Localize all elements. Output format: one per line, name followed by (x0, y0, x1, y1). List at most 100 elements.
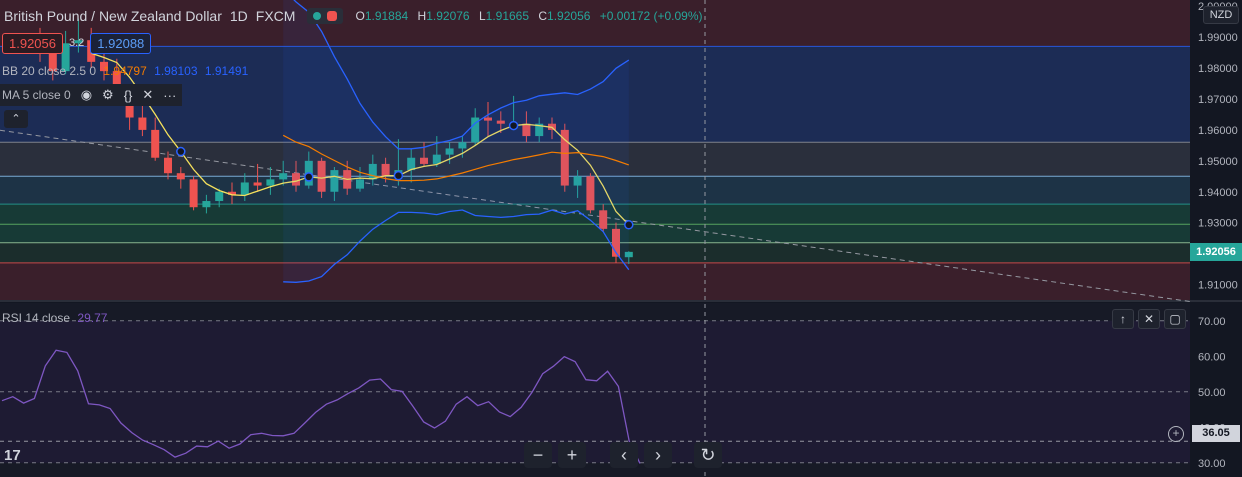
trade-buttons: 1.92056 3.2 1.92088 (0, 32, 152, 54)
change-value: +0.00172 (+0.09%) (599, 9, 703, 23)
candle-body (48, 49, 57, 72)
rsi-legend[interactable]: RSI 14 close 29.77 (2, 311, 107, 325)
candle-body (151, 129, 160, 158)
candle-body (61, 43, 70, 72)
candle-body (535, 123, 544, 137)
rsi-pane-controls: ↑ ✕ ▢ (1112, 309, 1186, 329)
spread-value: 3.2 (69, 37, 85, 49)
ma-marker (393, 170, 404, 181)
rsi-tick-label: 60.00 (1198, 351, 1226, 363)
tradingview-logo[interactable]: 17 (4, 447, 21, 464)
bb-label: BB 20 close 2.5 0 (2, 64, 97, 78)
bb-basis-line (282, 134, 629, 182)
candle-body (176, 173, 185, 180)
candle-body (573, 176, 582, 186)
candle-body (74, 40, 83, 44)
price-tick-label: 1.98000 (1198, 63, 1238, 75)
rsi-label: RSI 14 close (2, 311, 71, 325)
rsi-tick-label: 70.00 (1198, 316, 1226, 328)
candle-body (125, 95, 134, 118)
candle-body (368, 163, 377, 180)
candle-body (522, 123, 531, 137)
candle-body (189, 179, 198, 208)
chart-header: British Pound / New Zealand Dollar 1D FX… (0, 6, 703, 26)
reset-controls: ↻ (694, 442, 722, 470)
price-tick-label: 1.93000 (1198, 218, 1238, 230)
zone-green (0, 204, 1190, 243)
candle-body (612, 228, 620, 257)
candle-body (100, 61, 108, 72)
candle-body (624, 251, 633, 258)
candle-body (330, 170, 339, 192)
candle-body (228, 191, 236, 195)
ohlc-readout: O1.91884 H1.92076 L1.91665 C1.92056 +0.0… (355, 9, 703, 23)
candle-body (432, 154, 441, 164)
price-tick-label: 1.94000 (1198, 187, 1238, 199)
candle-body (420, 157, 428, 164)
braces-icon[interactable]: {} (123, 87, 133, 103)
candle-body (292, 173, 300, 186)
sell-button[interactable]: 1.92056 (2, 32, 63, 54)
interval-label[interactable]: 1D (229, 8, 248, 24)
bb-basis-value: 1.94797 (103, 64, 147, 78)
close-value: 1.92056 (547, 9, 591, 23)
currency-select[interactable]: NZD (1203, 6, 1239, 24)
price-tick-label: 1.95000 (1198, 156, 1238, 168)
candle-body (215, 191, 224, 202)
market-status-icon[interactable] (307, 8, 344, 24)
candle-body (407, 157, 416, 171)
ma-legend[interactable]: MA 5 close 0 ◉ ⚙ {} ✕ ··· (0, 84, 183, 106)
gear-icon[interactable]: ⚙ (102, 87, 114, 102)
candle-body (138, 117, 147, 130)
buy-button[interactable]: 1.92088 (90, 32, 152, 54)
candle-body (484, 117, 492, 121)
chevron-up-icon[interactable]: ⌃ (4, 110, 28, 128)
candle-body (471, 117, 480, 143)
bb-legend[interactable]: BB 20 close 2.5 0 1.94797 1.98103 1.9149… (2, 64, 248, 78)
ma-marker (304, 172, 314, 182)
eye-icon[interactable]: ◉ (80, 87, 93, 102)
bb-upper-value: 1.98103 (154, 64, 198, 78)
zone-bottom-red (0, 262, 1190, 300)
scroll-left-icon[interactable]: ‹ (610, 442, 638, 468)
zone-top-red (0, 0, 1190, 47)
zone-slate (0, 176, 1190, 205)
candle-body (164, 157, 172, 174)
rsi-value: 29.77 (77, 311, 108, 325)
nav-controls: − + (524, 442, 586, 470)
close-pane-icon[interactable]: ✕ (1138, 309, 1160, 329)
trend-line (0, 129, 1191, 303)
rsi-cursor-badge: 36.05 (1192, 425, 1240, 442)
zoom-in-icon[interactable]: + (558, 442, 586, 468)
bb-upper-line (293, 0, 630, 150)
move-up-icon[interactable]: ↑ (1112, 309, 1134, 329)
candle-body (253, 182, 262, 186)
maximize-icon[interactable]: ▢ (1164, 309, 1186, 329)
ma-marker (624, 220, 634, 230)
candle-body (266, 179, 275, 186)
ma-marker (176, 146, 186, 157)
rsi-line (1, 349, 641, 464)
symbol-title[interactable]: British Pound / New Zealand Dollar (4, 8, 222, 24)
reset-icon[interactable]: ↻ (694, 442, 722, 468)
add-alert-icon[interactable]: + (1168, 426, 1184, 442)
candle-body (599, 210, 608, 229)
bb-lower-line (283, 209, 630, 283)
ma-marker (508, 120, 519, 131)
bb-lower-value: 1.91491 (204, 64, 249, 78)
candle-body (240, 182, 249, 195)
bb-fill (283, 0, 629, 283)
zoom-out-icon[interactable]: − (524, 442, 552, 468)
exchange-label: FXCM (255, 8, 296, 24)
close-icon[interactable]: ✕ (142, 87, 154, 102)
candle-body (381, 163, 390, 177)
zone-blue (0, 46, 1190, 143)
candle-body (356, 179, 364, 189)
candle-body (586, 176, 595, 211)
candle-body (279, 173, 288, 180)
more-icon[interactable]: ··· (163, 87, 177, 103)
candle-body (496, 120, 505, 124)
price-tick-label: 1.91000 (1198, 280, 1238, 292)
scroll-right-icon[interactable]: › (644, 442, 672, 468)
